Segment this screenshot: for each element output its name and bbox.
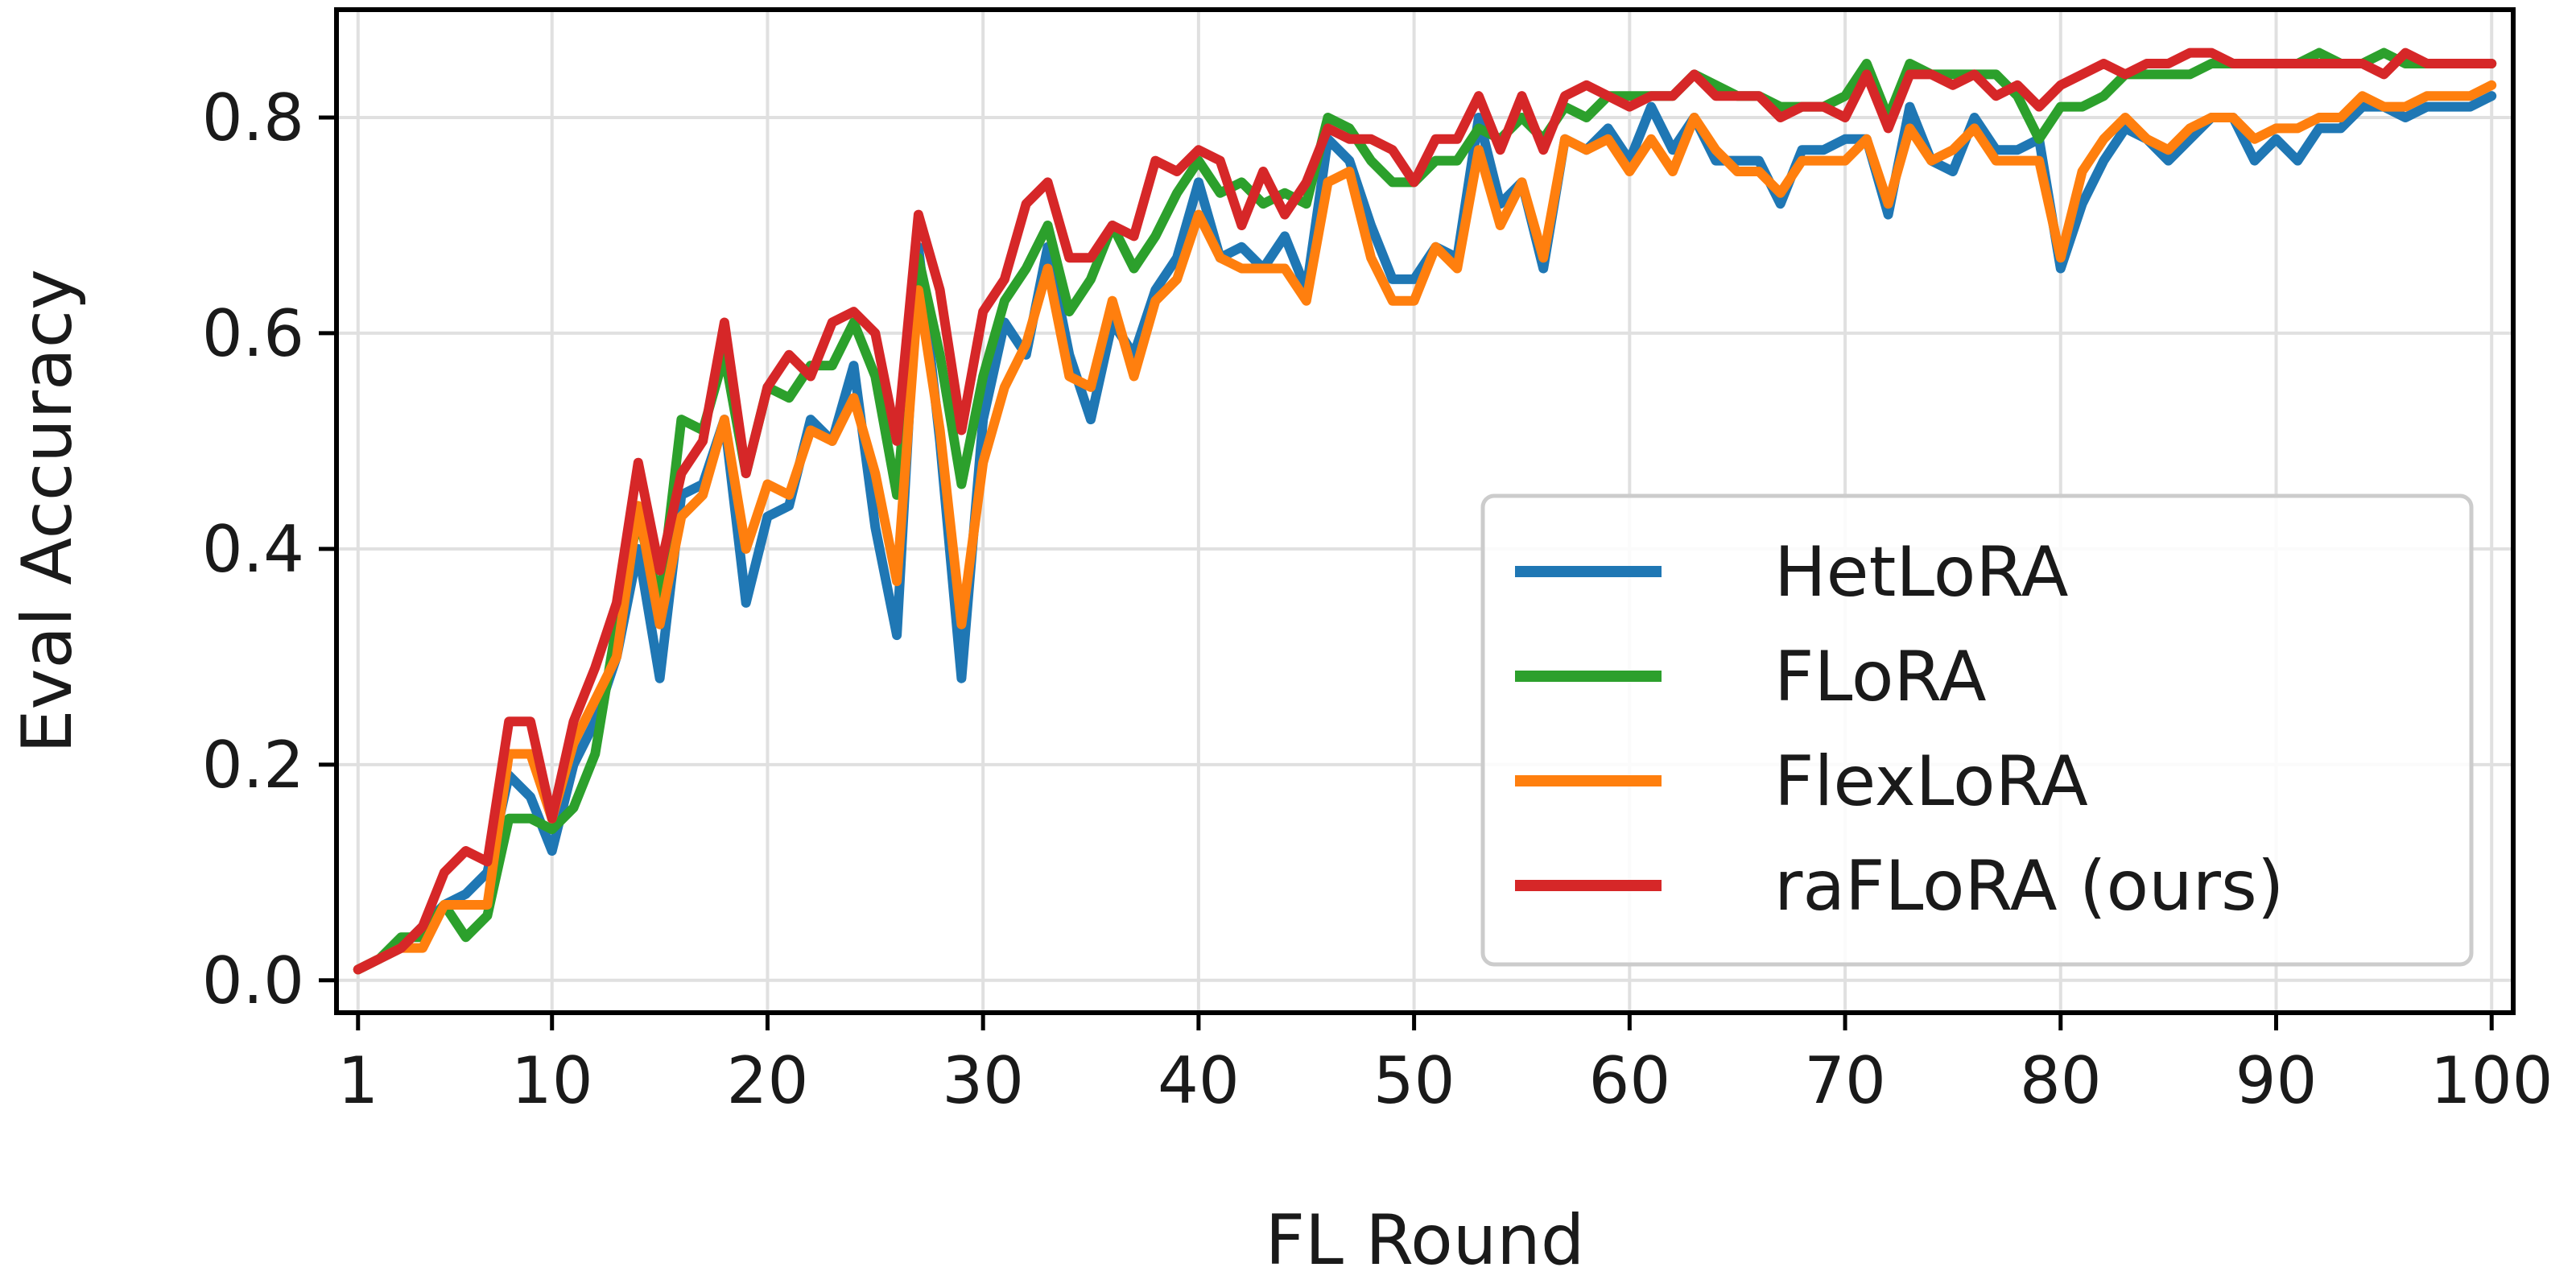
y-axis-label: Eval Accuracy	[7, 269, 88, 753]
x-tick-label: 40	[1158, 1043, 1240, 1118]
x-tick-label: 80	[2020, 1043, 2102, 1118]
y-tick-label: 0.8	[202, 80, 304, 155]
x-axis-label: FL Round	[1265, 1200, 1585, 1281]
legend-label-3: raFLoRA (ours)	[1774, 846, 2284, 927]
x-tick-label: 1	[337, 1043, 378, 1118]
y-tick-label: 0.2	[202, 728, 304, 803]
x-tick-label: 30	[942, 1043, 1024, 1118]
legend-label-0: HetLoRA	[1774, 532, 2069, 613]
plot-frame	[334, 7, 2516, 1015]
x-tick-label: 90	[2235, 1043, 2318, 1118]
y-tick-label: 0.4	[202, 512, 304, 587]
legend-box	[1480, 493, 2474, 967]
legend-label-1: FLoRA	[1774, 637, 1987, 717]
series-line-3	[353, 47, 2497, 975]
y-tick-label: 0.6	[202, 296, 304, 371]
x-tick-label: 60	[1588, 1043, 1670, 1118]
x-tick-label: 20	[727, 1043, 809, 1118]
legend-label-2: FlexLoRA	[1774, 741, 2088, 822]
y-tick-label: 0.0	[202, 943, 304, 1018]
x-tick-label: 50	[1373, 1043, 1455, 1118]
series-lines	[353, 47, 2497, 975]
legend: HetLoRA FLoRA FlexLoRA raFLoRA (ours)	[1480, 493, 2474, 967]
axis-ticks: 1 10 20 30 40 50 60 70 80 90 100 0.0 0.2 0.4 0.6 0.8	[202, 80, 2553, 1118]
x-tick-label: 100	[2430, 1043, 2553, 1118]
series-line-2	[353, 80, 2497, 975]
x-tick-label: 10	[511, 1043, 593, 1118]
x-tick-label: 70	[1804, 1043, 1886, 1118]
